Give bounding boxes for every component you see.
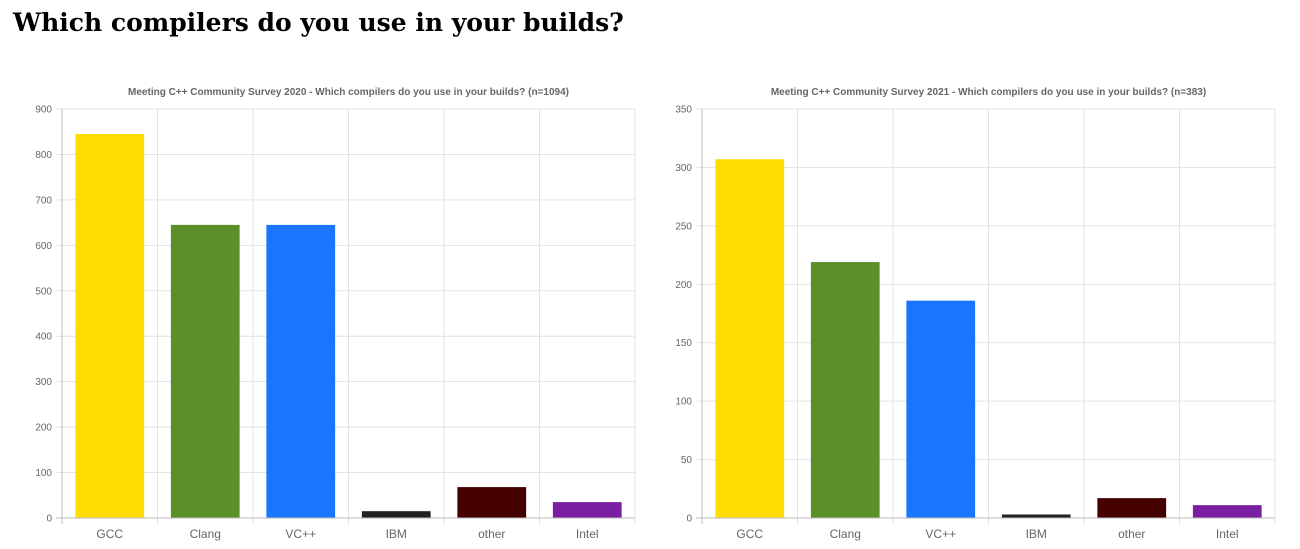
bars: [75, 133, 622, 518]
y-tick-label: 200: [35, 423, 52, 434]
y-tick-label: 100: [35, 468, 52, 479]
x-tick-label: VC++: [925, 527, 956, 541]
bar-other: [1097, 498, 1167, 518]
y-tick-label: 700: [35, 195, 52, 206]
bar-intel: [552, 502, 622, 518]
y-tick-label: 100: [675, 397, 692, 408]
x-tick-label: IBM: [1026, 527, 1047, 541]
axes: 0 100 200 300 400 500 600 700 800 900 GCC Clang VC++…: [35, 105, 635, 541]
y-tick-label: 50: [681, 455, 693, 466]
bar-other: [457, 487, 527, 518]
x-tick-label: IBM: [386, 527, 407, 541]
axes: 0 50 100 150 200 250 300 350 GCC Clang VC++ IBM othe…: [675, 105, 1275, 541]
grid: [56, 108, 636, 524]
bar-clang: [810, 262, 880, 518]
bar-vc: [906, 300, 976, 518]
x-tick-label: Intel: [1216, 527, 1239, 541]
chart-title: Meeting C++ Community Survey 2021 - Whic…: [771, 87, 1206, 98]
y-tick-label: 250: [675, 221, 692, 232]
y-tick-label: 0: [686, 514, 692, 525]
x-tick-label: GCC: [736, 527, 763, 541]
page-title: Which compilers do you use in your build…: [13, 8, 624, 37]
y-tick-label: 150: [675, 338, 692, 349]
bar-clang: [170, 224, 240, 518]
chart-2020: Meeting C++ Community Survey 2020 - Whic…: [0, 78, 640, 549]
bar-gcc: [715, 159, 785, 518]
x-tick-label: Clang: [830, 527, 861, 541]
x-tick-label: other: [478, 527, 505, 541]
y-tick-label: 300: [675, 163, 692, 174]
bar-ibm: [361, 511, 431, 518]
bar-ibm: [1001, 514, 1071, 518]
y-tick-label: 900: [35, 105, 52, 116]
chart-title: Meeting C++ Community Survey 2020 - Whic…: [128, 87, 569, 98]
bar-vc: [266, 224, 336, 518]
x-tick-label: GCC: [96, 527, 123, 541]
chart-2021-svg: Meeting C++ Community Survey 2021 - Whic…: [675, 87, 1276, 541]
y-tick-label: 500: [35, 286, 52, 297]
y-tick-label: 200: [675, 280, 692, 291]
bar-gcc: [75, 133, 145, 518]
y-tick-label: 300: [35, 377, 52, 388]
y-tick-label: 0: [46, 514, 52, 525]
bars: [715, 159, 1262, 518]
chart-2020-svg: Meeting C++ Community Survey 2020 - Whic…: [35, 87, 636, 541]
x-tick-label: Intel: [576, 527, 599, 541]
y-tick-label: 600: [35, 241, 52, 252]
y-tick-label: 350: [675, 105, 692, 116]
x-tick-label: Clang: [190, 527, 221, 541]
y-tick-label: 400: [35, 332, 52, 343]
x-tick-label: VC++: [285, 527, 316, 541]
x-tick-label: other: [1118, 527, 1145, 541]
chart-2021: Meeting C++ Community Survey 2021 - Whic…: [640, 78, 1280, 549]
y-tick-label: 800: [35, 150, 52, 161]
bar-intel: [1192, 505, 1262, 518]
